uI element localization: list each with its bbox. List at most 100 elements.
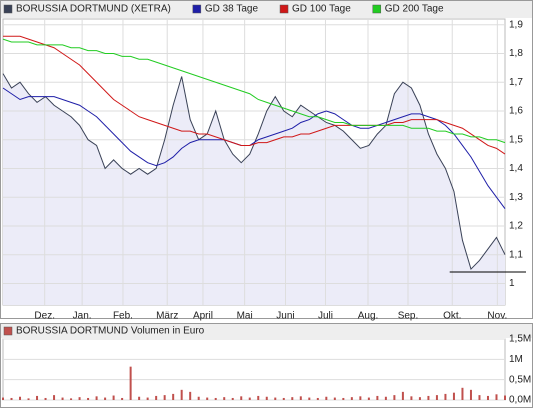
legend-label: GD 100 Tage: [292, 4, 351, 15]
plot-area: [2, 338, 506, 401]
volume-bar: [435, 395, 438, 400]
legend-label: GD 38 Tage: [205, 4, 259, 15]
legend-swatch: [3, 326, 13, 336]
volume-bar: [486, 395, 489, 400]
volume-bar: [155, 395, 158, 400]
x-tick-label: Feb.: [113, 311, 133, 322]
volume-bar: [214, 397, 217, 400]
volume-bar: [78, 397, 81, 400]
y-tick-label: 1,3: [509, 192, 523, 203]
volume-bar: [206, 397, 209, 400]
legend-label: GD 200 Tage: [385, 4, 444, 15]
volume-bar: [189, 391, 192, 400]
y-tick-label: 1,1: [509, 249, 523, 260]
volume-bar: [87, 397, 90, 400]
volume-bar: [248, 397, 251, 400]
volume-bar: [121, 397, 124, 400]
volume-bar: [427, 395, 430, 400]
volume-bar: [10, 397, 13, 400]
volume-bar: [27, 398, 30, 400]
x-tick-label: Okt.: [443, 311, 461, 322]
volume-bar: [44, 397, 47, 400]
volume-bar: [70, 398, 73, 400]
volume-bar: [138, 396, 141, 400]
volume-bar: [265, 396, 268, 400]
x-tick-label: Juni: [276, 311, 294, 322]
y-tick-label: 0,0M: [509, 395, 531, 406]
x-tick-label: Jan.: [73, 311, 92, 322]
volume-bar: [282, 397, 285, 400]
price-legend-bar: [1, 1, 532, 18]
volume-bar: [291, 397, 294, 400]
volume-bar: [495, 394, 498, 400]
y-tick-label: 1,5: [509, 134, 523, 145]
volume-bar: [410, 396, 413, 400]
y-tick-label: 1M: [509, 354, 523, 365]
volume-bar: [376, 395, 379, 400]
volume-bar: [53, 395, 56, 400]
volume-bar: [163, 395, 166, 400]
volume-bar: [299, 396, 302, 400]
volume-bar: [180, 389, 183, 400]
volume-bar: [240, 396, 243, 400]
volume-bar: [223, 397, 226, 400]
x-tick-label: Mai: [237, 311, 253, 322]
x-tick-label: Nov.: [487, 311, 507, 322]
volume-bar: [231, 397, 234, 400]
legend-swatch: [192, 4, 202, 14]
legend-swatch: [3, 4, 13, 14]
volume-bar: [504, 395, 506, 400]
volume-bar: [350, 397, 353, 400]
legend-label: BORUSSIA DORTMUND Volumen in Euro: [16, 326, 205, 337]
y-tick-label: 1,4: [509, 163, 523, 174]
volume-bar: [316, 397, 319, 400]
volume-bar: [257, 395, 260, 400]
y-tick-label: 1,9: [509, 19, 523, 30]
series-line: [3, 35, 506, 155]
volume-legend-bar: [1, 324, 532, 338]
legend-label: BORUSSIA DORTMUND (XETRA): [16, 4, 171, 15]
volume-bar: [104, 397, 107, 400]
x-tick-label: April: [193, 311, 213, 322]
volume-bar: [401, 391, 404, 400]
legend-swatch: [372, 4, 382, 14]
y-tick-label: 1,5M: [509, 334, 531, 345]
volume-bar: [112, 395, 115, 400]
volume-bar: [342, 397, 345, 400]
price-area: [3, 73, 505, 305]
x-tick-label: März: [156, 311, 178, 322]
volume-bar: [36, 395, 39, 400]
y-tick-label: 0,5M: [509, 374, 531, 385]
volume-bar: [418, 397, 421, 400]
series-line: [2, 38, 506, 144]
volume-bar: [2, 397, 4, 400]
y-tick-label: 1: [509, 278, 515, 289]
volume-bar: [172, 393, 175, 400]
volume-bar: [308, 397, 311, 400]
volume-bar: [359, 396, 362, 400]
legend-swatch: [279, 4, 289, 14]
volume-bar: [333, 397, 336, 400]
volume-bar: [461, 387, 464, 400]
volume-bar: [197, 396, 200, 400]
volume-bar: [129, 366, 132, 400]
volume-bar: [469, 389, 472, 400]
y-tick-label: 1,2: [509, 221, 523, 232]
x-tick-label: Sep.: [398, 311, 419, 322]
series-line: [2, 87, 506, 210]
volume-bar: [384, 396, 387, 400]
volume-bar: [146, 397, 149, 400]
volume-bar: [367, 397, 370, 400]
volume-bar: [95, 396, 98, 400]
x-tick-label: Juli: [318, 311, 333, 322]
volume-bar: [444, 393, 447, 400]
volume-bar: [274, 397, 277, 400]
y-tick-label: 1,7: [509, 77, 523, 88]
x-tick-label: Aug.: [358, 311, 379, 322]
volume-bar: [61, 397, 64, 400]
x-tick-label: Dez.: [34, 311, 55, 322]
volume-bar: [19, 396, 22, 400]
volume-bar: [478, 395, 481, 400]
y-tick-label: 1,6: [509, 106, 523, 117]
